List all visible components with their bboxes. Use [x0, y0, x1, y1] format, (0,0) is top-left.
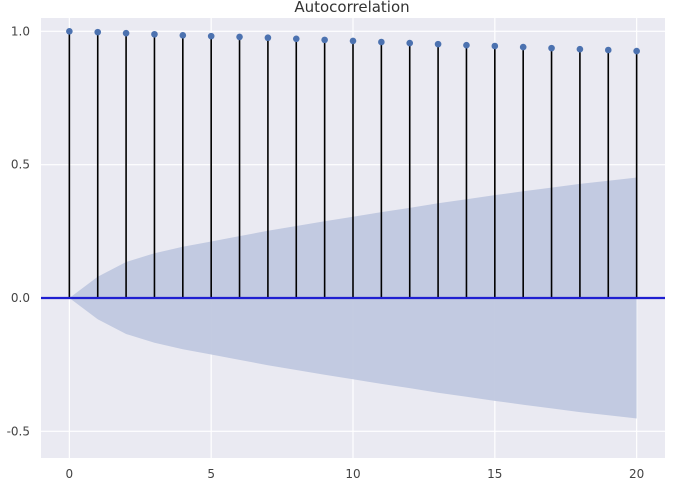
- markers: [66, 28, 640, 55]
- acf-point: [207, 32, 215, 40]
- acf-point: [434, 40, 442, 48]
- x-tick-labels: 0 5 10 15 20: [66, 467, 645, 481]
- y-tick-label: 0.5: [11, 158, 30, 172]
- acf-point: [292, 35, 300, 43]
- chart-title: Autocorrelation: [294, 0, 409, 16]
- y-tick-label: 1.0: [11, 24, 30, 38]
- y-tick-label: 0.0: [11, 291, 30, 305]
- acf-point: [349, 37, 357, 45]
- acf-point: [491, 42, 499, 50]
- acf-point: [378, 38, 385, 46]
- acf-point: [406, 39, 414, 47]
- x-tick-label: 20: [629, 467, 644, 481]
- acf-point: [264, 34, 272, 42]
- acf-point: [179, 32, 187, 39]
- acf-point: [66, 28, 73, 35]
- stems: [68, 31, 638, 298]
- x-tick-label: 5: [207, 467, 215, 481]
- acf-point: [519, 43, 527, 51]
- acf-point: [604, 46, 612, 54]
- acf-point: [576, 45, 584, 53]
- acf-point: [463, 41, 470, 49]
- x-tick-label: 0: [66, 467, 74, 481]
- acf-point: [321, 36, 328, 44]
- y-tick-label: -0.5: [7, 424, 30, 438]
- acf-point: [633, 47, 640, 55]
- acf-point: [151, 30, 158, 38]
- acf-point: [94, 28, 102, 36]
- x-tick-label: 10: [345, 467, 360, 481]
- acf-point: [548, 44, 555, 52]
- y-tick-labels: -0.5 0.0 0.5 1.0: [7, 24, 30, 438]
- acf-point: [122, 29, 130, 37]
- x-tick-label: 15: [487, 467, 502, 481]
- acf-point: [236, 33, 243, 41]
